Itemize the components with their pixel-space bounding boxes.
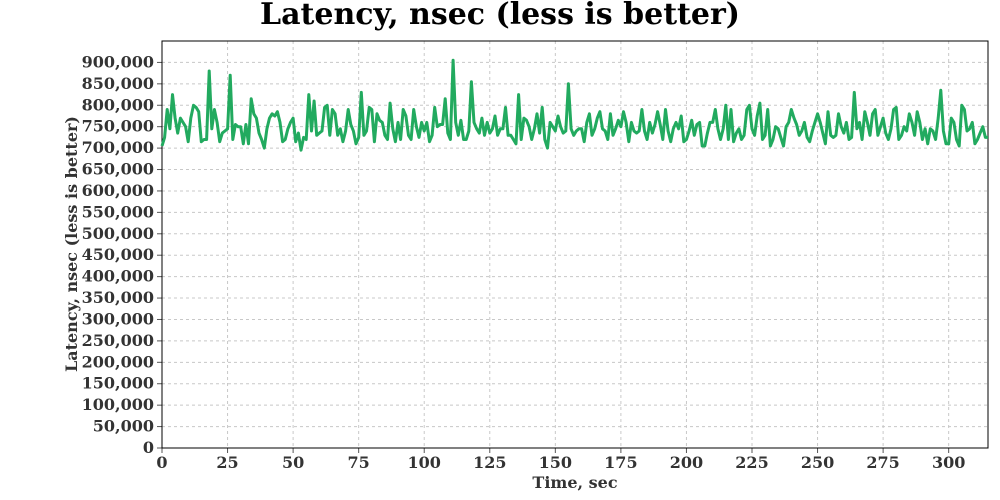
y-tick-label: 550,000 [82, 202, 154, 221]
y-tick-label: 400,000 [82, 267, 154, 286]
y-tick-label: 150,000 [82, 374, 154, 393]
y-tick-label: 100,000 [82, 395, 154, 414]
y-tick-label: 900,000 [82, 52, 154, 71]
x-tick-label: 250 [801, 453, 834, 472]
y-tick-label: 250,000 [82, 331, 154, 350]
y-tick-label: 600,000 [82, 181, 154, 200]
y-tick-label: 750,000 [82, 117, 154, 136]
x-tick-label: 175 [604, 453, 637, 472]
x-tick-label: 200 [670, 453, 703, 472]
x-axis-label: Time, sec [532, 473, 617, 492]
y-tick-label: 850,000 [82, 74, 154, 93]
plot-frame [161, 40, 989, 449]
y-axis-label: Latency, nsec (less is better) [62, 116, 81, 372]
x-tick-label: 125 [473, 453, 506, 472]
tick-labels: 050,000100,000150,000200,000250,000300,0… [82, 52, 966, 472]
y-tick-label: 0 [143, 438, 154, 457]
y-tick-label: 50,000 [93, 417, 154, 436]
y-tick-label: 450,000 [82, 245, 154, 264]
x-tick-label: 100 [408, 453, 441, 472]
grid-lines [161, 41, 988, 449]
y-tick-label: 300,000 [82, 309, 154, 328]
y-tick-label: 350,000 [82, 288, 154, 307]
x-tick-label: 25 [216, 453, 238, 472]
y-tick-label: 800,000 [82, 95, 154, 114]
x-tick-label: 225 [735, 453, 768, 472]
y-tick-label: 500,000 [82, 224, 154, 243]
x-tick-label: 150 [539, 453, 572, 472]
x-tick-label: 50 [282, 453, 304, 472]
x-tick-label: 0 [156, 453, 167, 472]
y-tick-label: 700,000 [82, 138, 154, 157]
series-line [160, 58, 988, 152]
chart-title: Latency, nsec (less is better) [260, 0, 740, 32]
y-tick-label: 200,000 [82, 352, 154, 371]
x-tick-label: 275 [866, 453, 899, 472]
x-tick-label: 75 [348, 453, 370, 472]
x-tick-label: 300 [932, 453, 965, 472]
y-tick-label: 650,000 [82, 160, 154, 179]
